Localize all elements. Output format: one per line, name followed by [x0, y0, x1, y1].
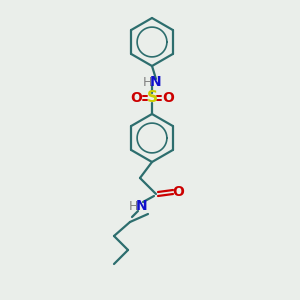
Text: O: O: [172, 185, 184, 199]
Text: H: H: [142, 76, 152, 88]
Text: O: O: [162, 91, 174, 105]
Text: S: S: [146, 91, 158, 106]
Text: N: N: [150, 75, 162, 89]
Text: N: N: [136, 199, 148, 213]
Text: H: H: [128, 200, 138, 212]
Text: O: O: [130, 91, 142, 105]
